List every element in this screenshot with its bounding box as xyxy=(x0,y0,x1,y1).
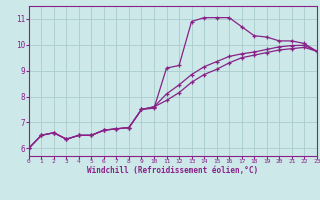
X-axis label: Windchill (Refroidissement éolien,°C): Windchill (Refroidissement éolien,°C) xyxy=(87,166,258,175)
